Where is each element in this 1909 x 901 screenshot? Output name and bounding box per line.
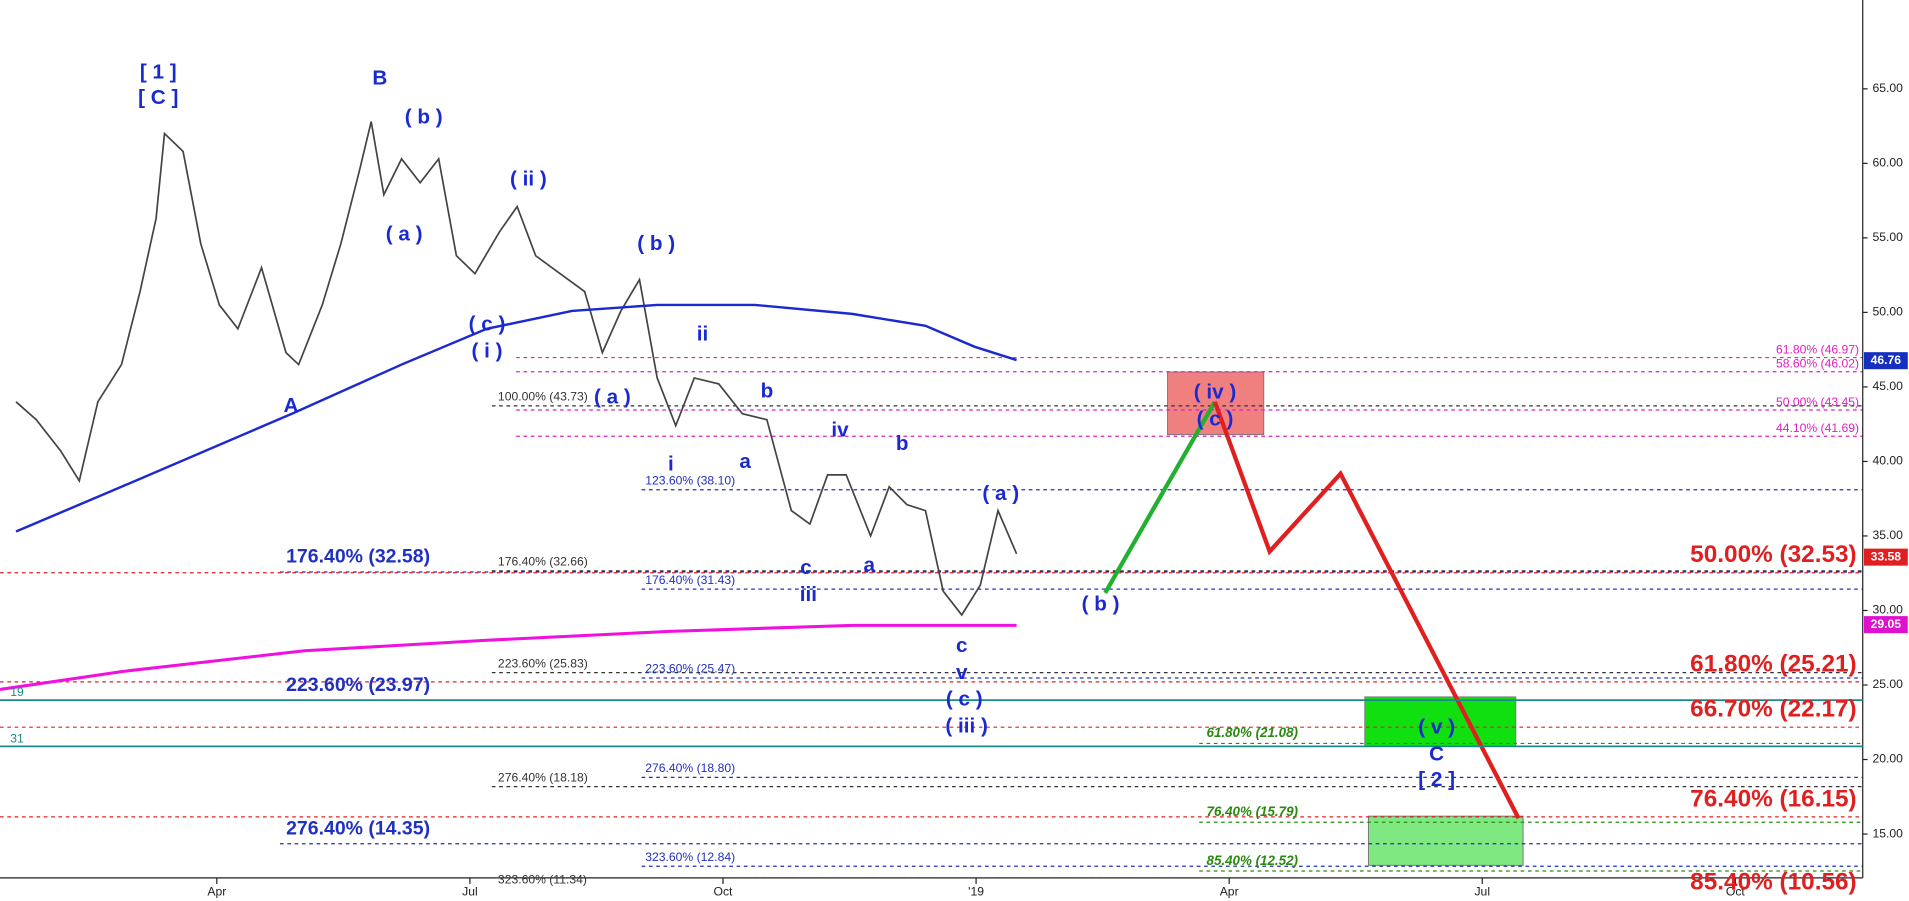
- wave-label: iii: [800, 583, 817, 606]
- price-tag: [1863, 548, 1908, 566]
- level-label: 58.60% (46.02): [1776, 357, 1859, 371]
- price-line: [0, 623, 1017, 691]
- level-label: 76.40% (15.79): [1207, 804, 1299, 819]
- price-line: [1212, 401, 1521, 820]
- wave-label: A: [284, 394, 299, 417]
- wave-label: v: [956, 661, 968, 684]
- level-label: 85.40% (10.56): [1690, 869, 1856, 896]
- level-label: 44.10% (41.69): [1776, 421, 1859, 435]
- wave-label: c: [800, 556, 812, 579]
- wave-label: ( a ): [594, 386, 631, 409]
- level-label: 61.80% (21.08): [1207, 725, 1299, 740]
- wave-label: ( c ): [946, 688, 983, 711]
- y-tick-label: 55.00: [1872, 230, 1903, 244]
- level-label: 223.60% (25.83): [498, 656, 588, 670]
- wave-label: ( v ): [1418, 716, 1455, 739]
- wave-label: ( iv ): [1194, 381, 1237, 404]
- target-zone: [1367, 815, 1524, 866]
- y-tick-label: 15.00: [1872, 826, 1903, 840]
- wave-label: ( a ): [386, 222, 423, 245]
- level-label: 276.40% (14.35): [286, 817, 430, 839]
- level-label: 100.00% (43.73): [498, 390, 588, 404]
- price-tag-label: 29.05: [1871, 617, 1902, 631]
- level-label: 61.80% (25.21): [1690, 650, 1856, 677]
- wave-label: 31: [10, 731, 24, 745]
- price-tag: [1863, 352, 1908, 370]
- y-tick-label: 45.00: [1872, 379, 1903, 393]
- level-label: 50.00% (43.45): [1776, 395, 1859, 409]
- wave-label: ( i ): [471, 339, 502, 362]
- y-tick-label: 20.00: [1872, 752, 1903, 766]
- wave-label: ii: [697, 322, 708, 345]
- x-tick-label: Jul: [1474, 885, 1490, 899]
- x-tick-label: Oct: [1726, 885, 1746, 899]
- wave-label: [ 2 ]: [1418, 768, 1455, 791]
- wave-label: ( b ): [1082, 593, 1120, 616]
- wave-label: ( c ): [469, 313, 506, 336]
- wave-label: a: [864, 554, 876, 577]
- y-tick-label: 65.00: [1872, 81, 1903, 95]
- level-label: 223.60% (23.97): [286, 674, 430, 696]
- wave-label: [ 1 ]: [140, 61, 177, 84]
- x-tick-label: Jul: [462, 885, 478, 899]
- wave-label: B: [372, 67, 387, 90]
- level-label: 323.60% (12.84): [645, 850, 735, 864]
- price-line: [15, 303, 1017, 533]
- level-label: 276.40% (18.18): [498, 770, 588, 784]
- level-label: 85.40% (12.52): [1207, 853, 1299, 868]
- price-tag-label: 46.76: [1871, 353, 1902, 367]
- target-zone: [1364, 696, 1517, 747]
- wave-label: iv: [831, 418, 849, 441]
- y-tick-label: 35.00: [1872, 528, 1903, 542]
- level-label: 176.40% (32.58): [286, 546, 430, 568]
- wave-label: c: [956, 634, 968, 657]
- x-tick-label: Apr: [207, 885, 226, 899]
- level-label: 276.40% (18.80): [645, 761, 735, 775]
- wave-label: ( b ): [637, 232, 675, 255]
- level-label: 123.60% (38.10): [645, 473, 735, 487]
- level-label: 50.00% (32.53): [1690, 541, 1856, 568]
- x-tick-label: Oct: [714, 885, 734, 899]
- y-tick-label: 25.00: [1872, 677, 1903, 691]
- plot-area: [0, 121, 1863, 872]
- wave-label: C: [1429, 742, 1444, 765]
- price-tag: [1863, 616, 1908, 634]
- level-label: 223.60% (25.47): [645, 662, 735, 676]
- wave-label: ( iii ): [945, 714, 988, 737]
- level-label: 61.80% (46.97): [1776, 342, 1859, 356]
- wave-label: b: [896, 432, 909, 455]
- price-line: [15, 121, 1018, 617]
- y-tick-label: 60.00: [1872, 156, 1903, 170]
- price-tag-label: 33.58: [1871, 549, 1902, 563]
- y-tick-label: 50.00: [1872, 305, 1903, 319]
- x-tick-label: '19: [968, 885, 984, 899]
- wave-label: a: [739, 450, 751, 473]
- x-tick-label: Apr: [1220, 885, 1239, 899]
- wave-label: ( a ): [982, 482, 1019, 505]
- wave-label: [ C ]: [138, 86, 178, 109]
- wave-label: 19: [10, 685, 24, 699]
- level-label: 66.70% (22.17): [1690, 696, 1856, 723]
- wave-label: ( c ): [1197, 408, 1234, 431]
- wave-label: ( ii ): [510, 168, 547, 191]
- wave-label: b: [761, 380, 774, 403]
- level-label: 323.60% (11.34): [498, 872, 587, 886]
- y-tick-label: 30.00: [1872, 603, 1903, 617]
- y-tick-label: 40.00: [1872, 454, 1903, 468]
- wave-label: ( b ): [405, 106, 443, 129]
- level-label: 76.40% (16.15): [1690, 785, 1856, 812]
- wave-label: i: [668, 453, 674, 476]
- price-line: [1103, 400, 1217, 594]
- level-label: 176.40% (31.43): [645, 573, 735, 587]
- level-label: 176.40% (32.66): [498, 555, 588, 569]
